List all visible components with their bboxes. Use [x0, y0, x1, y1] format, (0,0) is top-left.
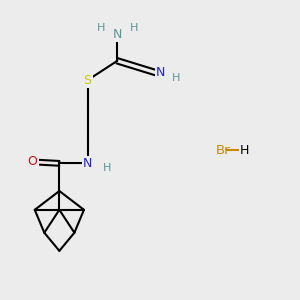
Text: O: O	[28, 155, 38, 168]
Text: N: N	[83, 157, 92, 170]
Text: S: S	[84, 74, 92, 87]
Text: H: H	[172, 73, 180, 83]
Text: N: N	[156, 66, 165, 79]
Text: H: H	[130, 22, 138, 32]
Text: H: H	[97, 22, 105, 32]
Text: Br: Br	[215, 143, 230, 157]
Text: H: H	[103, 163, 111, 173]
Text: H: H	[240, 143, 249, 157]
Text: N: N	[112, 28, 122, 40]
